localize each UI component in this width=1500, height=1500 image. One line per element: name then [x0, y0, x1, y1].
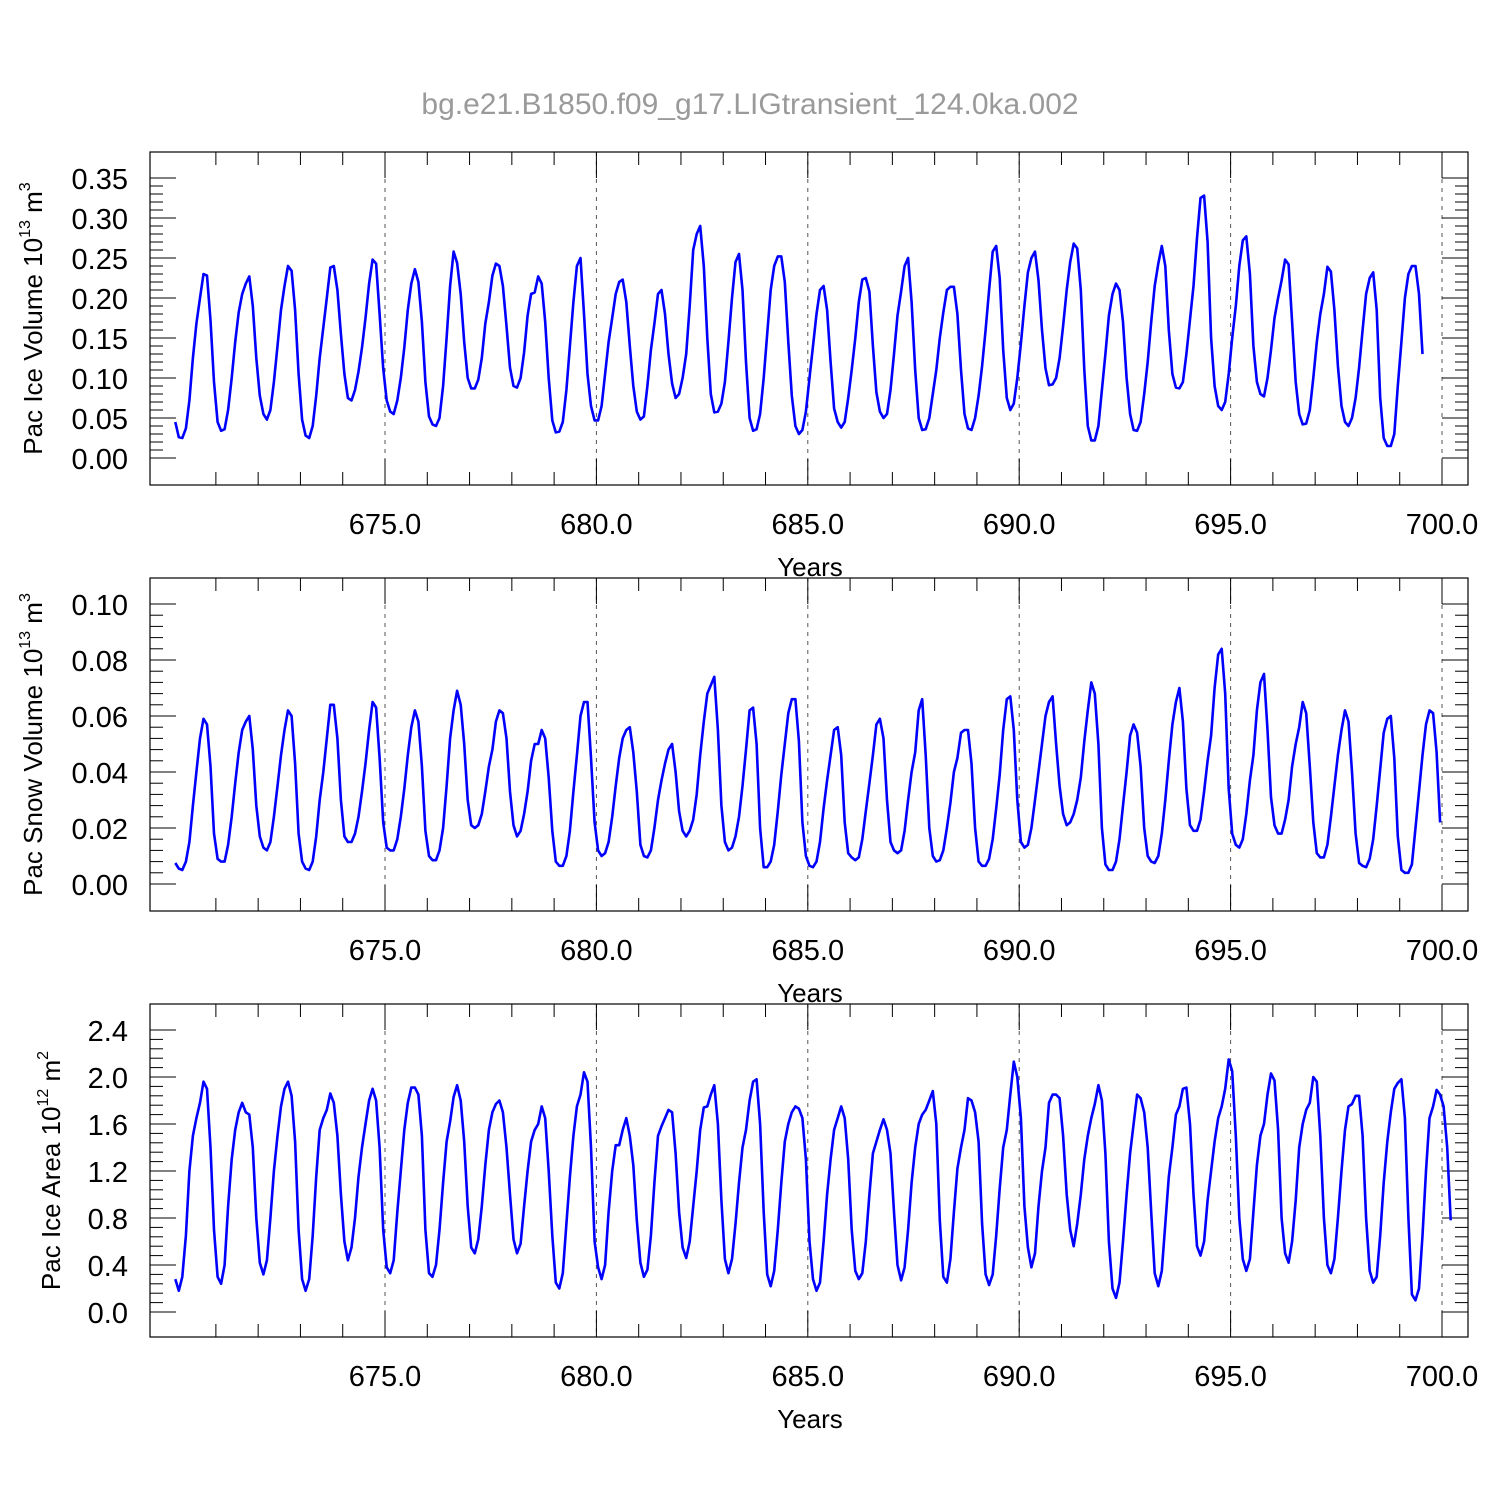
y-tick-label: 0.02	[72, 814, 128, 846]
x-tick-label: 700.0	[1406, 935, 1479, 967]
x-tick-label: 675.0	[349, 935, 422, 967]
y-tick-label: 0.4	[88, 1251, 128, 1283]
x-tick-label: 685.0	[772, 935, 845, 967]
x-tick-label: 695.0	[1194, 509, 1267, 541]
y-axis-label: Pac Ice Volume 1013 m3	[17, 182, 48, 455]
x-tick-label: 675.0	[349, 1361, 422, 1393]
y-tick-label: 0.05	[72, 404, 128, 436]
x-tick-label: 695.0	[1194, 1361, 1267, 1393]
y-tick-label: 0.00	[72, 870, 128, 902]
y-axis-label: Pac Snow Volume 1013 m3	[17, 593, 48, 896]
x-tick-label: 690.0	[983, 935, 1056, 967]
panel-2: 0.00 0.02 0.04 0.06 0.08 0.10 675.0 680.0 685.0 6…	[17, 577, 1479, 1008]
x-axis-label: Years	[777, 978, 843, 1008]
x-tick-label: 685.0	[772, 509, 845, 541]
x-axis-label: Years	[777, 552, 843, 582]
y-tick-label: 0.00	[72, 444, 128, 476]
y-tick-label: 0.10	[72, 590, 128, 622]
y-tick-label: 0.08	[72, 646, 128, 678]
y-tick-label: 0.20	[72, 284, 128, 316]
y-axis-label: Pac Ice Area 1012 m2	[35, 1051, 66, 1290]
x-tick-label: 680.0	[560, 935, 633, 967]
y-tick-label: 0.10	[72, 364, 128, 396]
panel-frame	[149, 151, 1469, 486]
x-tick-label: 685.0	[772, 1361, 845, 1393]
y-tick-label: 0.15	[72, 324, 128, 356]
series-line-3	[174, 1058, 1452, 1302]
y-tick-label: 0.04	[72, 758, 128, 790]
panel-frame	[149, 1003, 1469, 1338]
y-tick-label: 1.6	[88, 1110, 128, 1142]
x-tick-label: 680.0	[560, 1361, 633, 1393]
y-tick-label: 2.0	[88, 1063, 128, 1095]
x-tick-label: 700.0	[1406, 509, 1479, 541]
x-tick-label: 675.0	[349, 509, 422, 541]
y-tick-label: 1.2	[88, 1157, 128, 1189]
x-tick-label: 700.0	[1406, 1361, 1479, 1393]
panel-3: 0.0 0.4 0.8 1.2 1.6 2.0 2.4 675.0 680.0 685.0 690.…	[35, 1003, 1479, 1434]
y-tick-label: 2.4	[88, 1016, 128, 1048]
x-tick-label: 695.0	[1194, 935, 1267, 967]
x-axis-label: Years	[777, 1404, 843, 1434]
y-tick-label: 0.06	[72, 702, 128, 734]
y-tick-label: 0.25	[72, 244, 128, 276]
y-tick-label: 0.35	[72, 164, 128, 196]
panel-frame	[149, 577, 1469, 912]
x-tick-label: 680.0	[560, 509, 633, 541]
x-tick-label: 690.0	[983, 1361, 1056, 1393]
x-tick-label: 690.0	[983, 509, 1056, 541]
series-line-2	[174, 647, 1442, 875]
series-line-1	[174, 194, 1424, 448]
figure-title: bg.e21.B1850.f09_g17.LIGtransient_124.0k…	[421, 88, 1078, 121]
y-tick-label: 0.30	[72, 204, 128, 236]
panel-1: 0.00 0.05 0.10 0.15 0.20 0.25 0.30 0.35 675.0 680…	[17, 151, 1479, 582]
y-tick-label: 0.8	[88, 1204, 128, 1236]
y-tick-label: 0.0	[88, 1298, 128, 1330]
